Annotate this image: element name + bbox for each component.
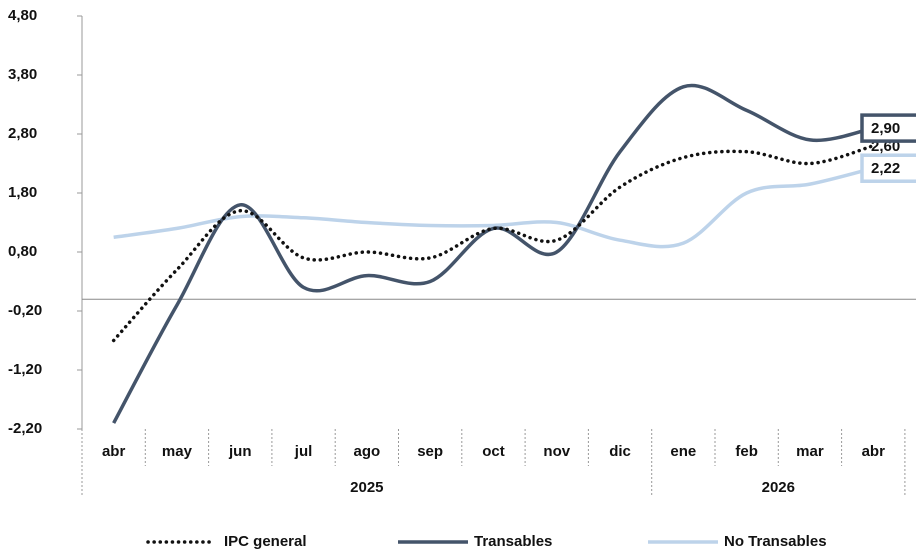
legend-label: IPC general <box>224 533 307 550</box>
value-label: 2,22 <box>871 160 900 177</box>
y-tick-label: 3,80 <box>8 66 37 83</box>
x-tick-label: abr <box>102 443 126 460</box>
x-tick-label: ago <box>354 443 381 460</box>
value-label: 2,90 <box>871 120 900 137</box>
x-tick-label: jun <box>228 443 252 460</box>
y-tick-label: 4,80 <box>8 7 37 24</box>
x-tick-label: jul <box>294 443 313 460</box>
y-tick-label: -0,20 <box>8 302 42 319</box>
y-tick-label: 2,80 <box>8 125 37 142</box>
y-tick-label: -1,20 <box>8 361 42 378</box>
legend-label: No Transables <box>724 533 827 550</box>
value-label-box <box>860 113 916 143</box>
series-line <box>111 144 875 343</box>
value-label-box <box>860 153 916 183</box>
x-tick-label: ene <box>670 443 696 460</box>
x-tick-label: feb <box>735 443 758 460</box>
x-group-label: 2026 <box>762 479 795 496</box>
x-tick-label: nov <box>543 443 570 460</box>
legend-label: Transables <box>474 533 552 550</box>
y-tick-label: 1,80 <box>8 184 37 201</box>
x-tick-label: mar <box>796 443 824 460</box>
x-tick-label: oct <box>482 443 505 460</box>
x-tick-label: sep <box>417 443 443 460</box>
y-tick-label: 0,80 <box>8 243 37 260</box>
series-line <box>113 166 874 249</box>
y-tick-label: -2,20 <box>8 420 42 437</box>
series-line <box>112 83 874 424</box>
x-group-label: 2025 <box>350 479 383 496</box>
x-tick-label: dic <box>609 443 631 460</box>
x-tick-label: may <box>162 443 193 460</box>
x-tick-label: abr <box>862 443 886 460</box>
